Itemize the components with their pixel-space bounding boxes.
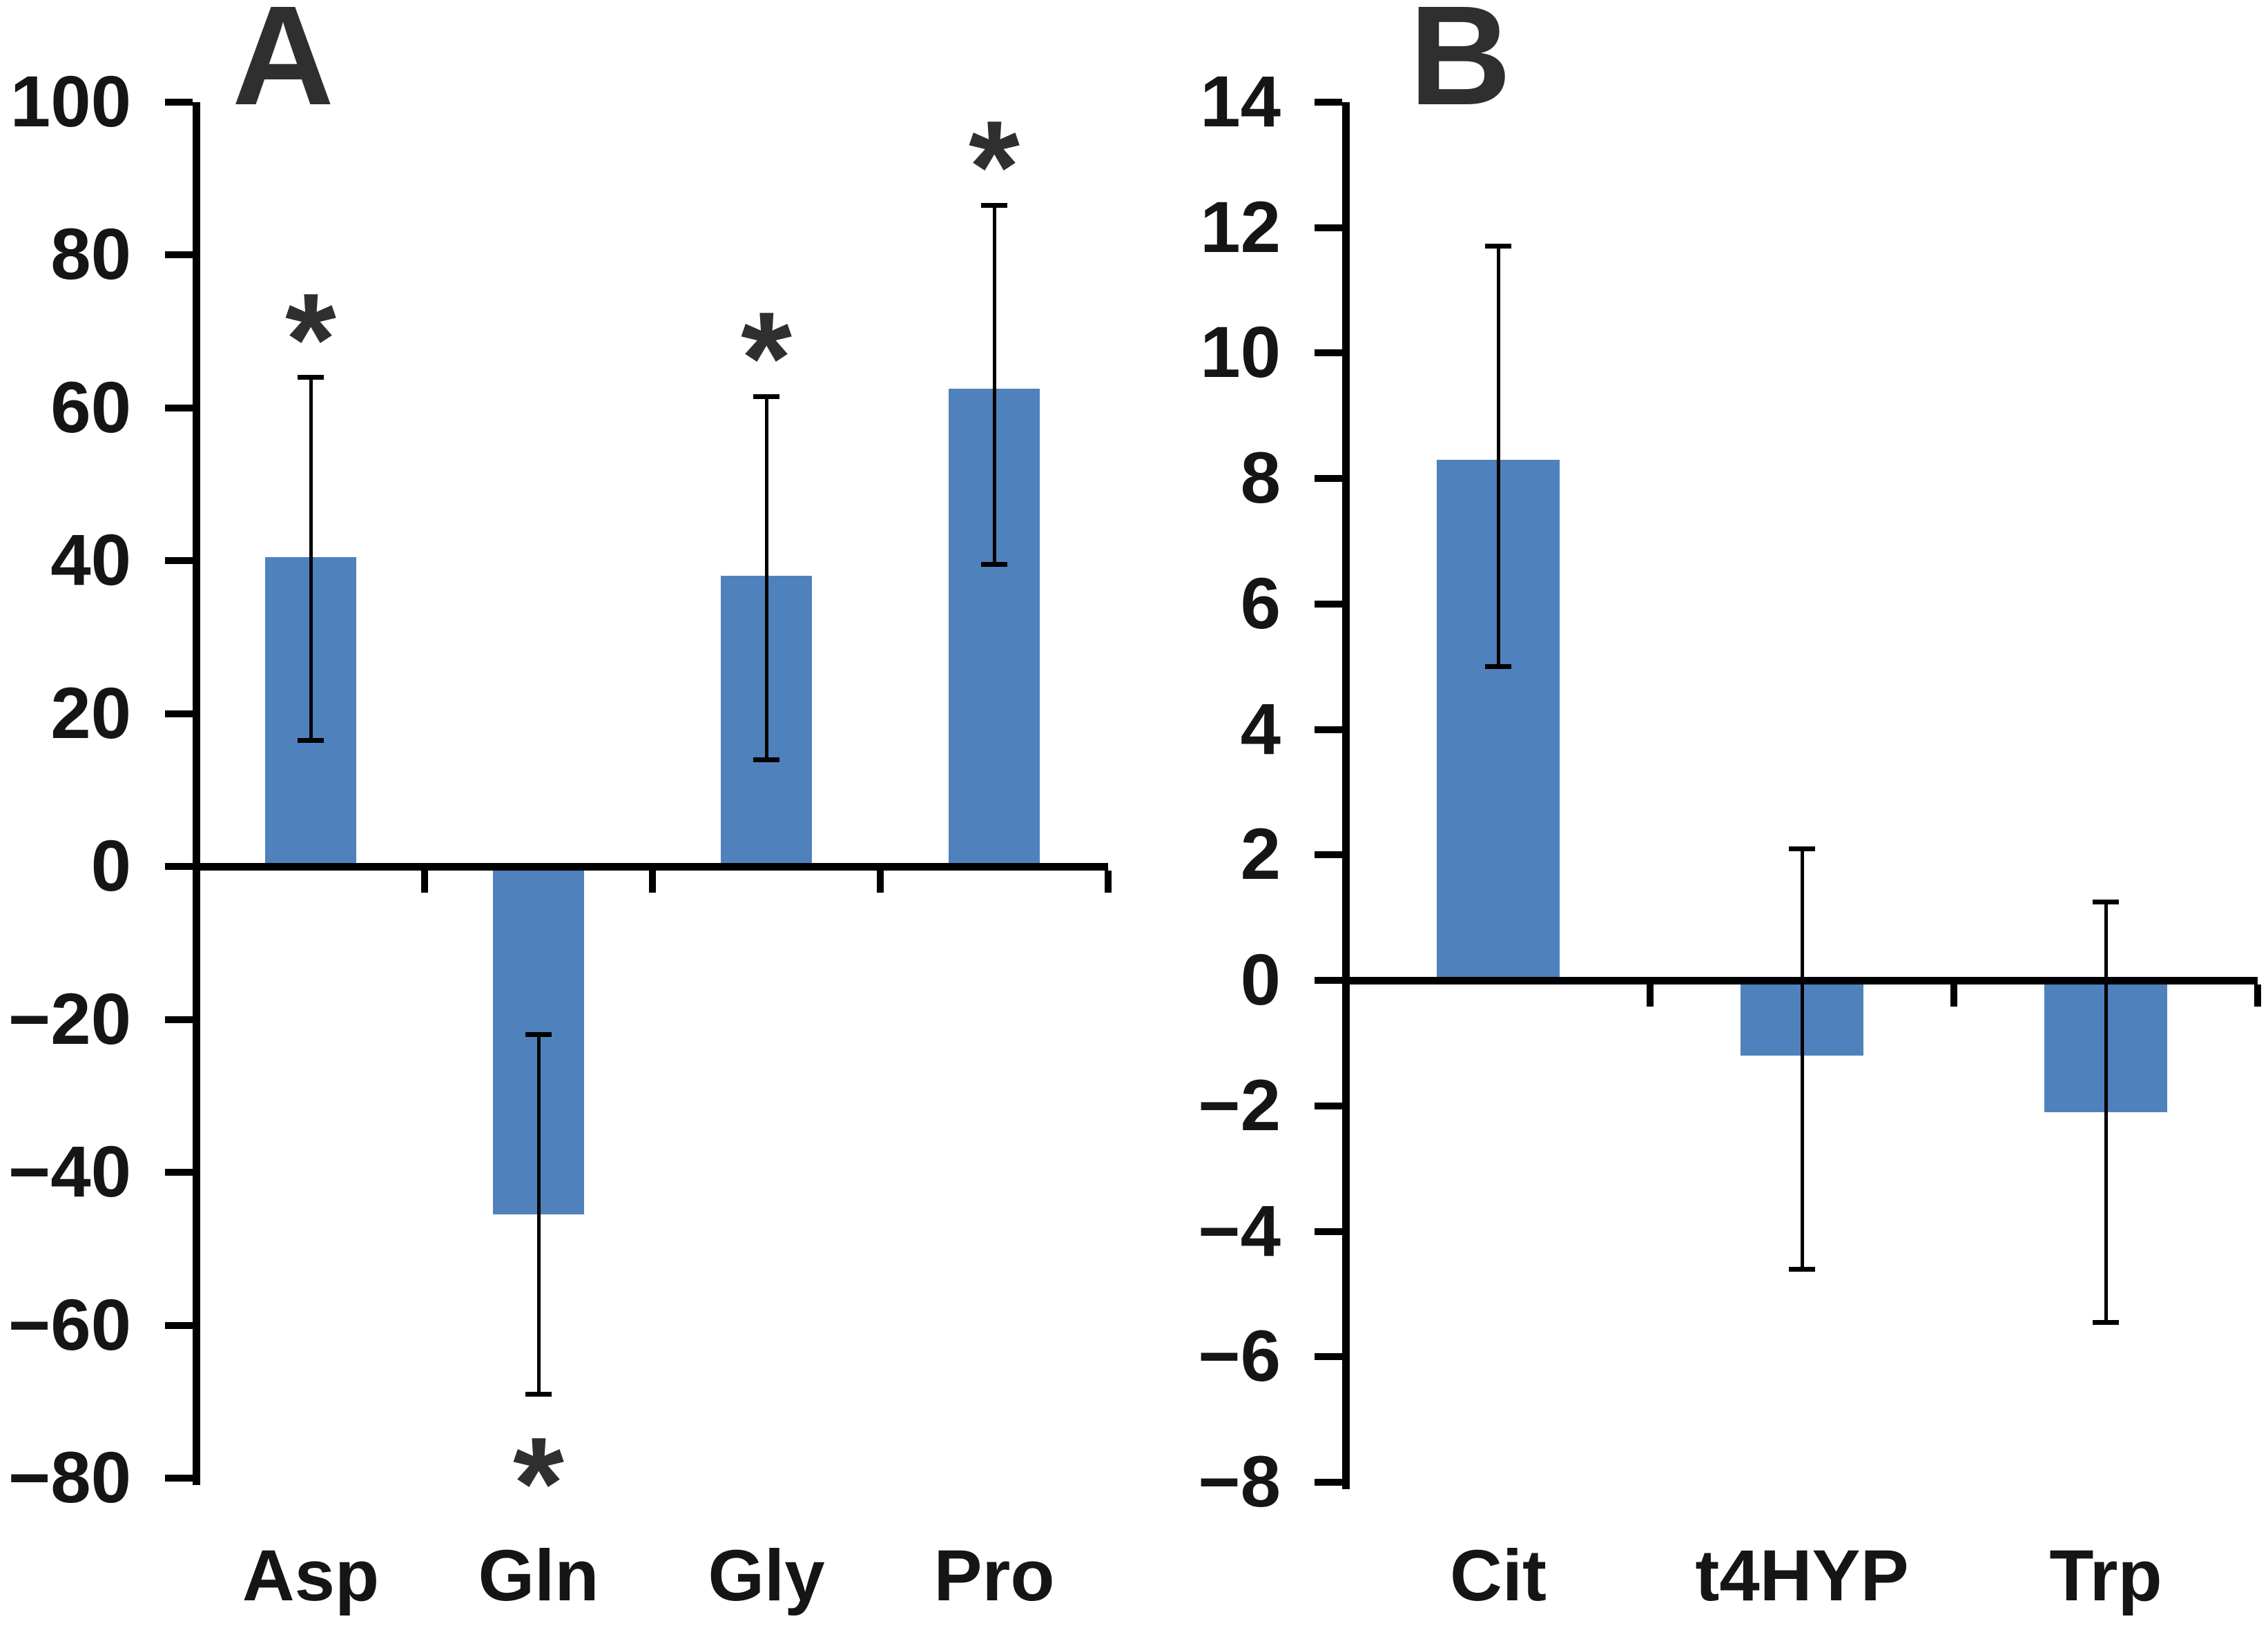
y-tick-label: 20 [50,672,131,754]
y-tick-label: 10 [1200,312,1281,394]
category-boundary-tick [421,870,428,893]
y-tick-label: −8 [1198,1442,1281,1522]
error-bar-cap [525,1032,552,1038]
y-tick [1315,1102,1342,1109]
y-tick-label: 12 [1200,186,1281,268]
y-tick-label: 2 [1240,814,1281,895]
y-axis-line [1342,102,1350,1489]
category-boundary-tick [1105,870,1112,893]
y-tick [165,404,193,411]
y-tick-label: 0 [1240,940,1281,1021]
y-tick [165,99,193,106]
y-tick [165,1475,193,1482]
y-tick [1315,1228,1342,1235]
category-label-Gln: Gln [478,1535,599,1616]
significance-asterisk: * [741,285,792,432]
error-bar-cap [1789,846,1815,851]
category-boundary-tick [1647,984,1654,1007]
panel-b-title: B [1408,0,1512,135]
y-tick [1315,99,1342,106]
y-tick-label: 80 [50,214,131,295]
error-bar-Cit [1496,246,1500,667]
category-boundary-tick [877,870,884,893]
y-tick [165,251,193,259]
y-tick [165,710,193,717]
y-tick-label: −4 [1198,1190,1281,1272]
y-tick [1315,977,1342,984]
category-label-Pro: Pro [933,1535,1055,1616]
y-tick-label: 60 [50,367,131,448]
y-tick-label: −80 [8,1437,131,1518]
y-tick [165,1016,193,1023]
y-tick-label: −2 [1198,1065,1281,1146]
y-axis-line [193,102,200,1485]
y-tick-label: 6 [1240,563,1281,644]
category-boundary-tick [1950,984,1957,1007]
y-tick [1315,1479,1342,1486]
category-label-Trp: Trp [2049,1535,2162,1616]
error-bar-cap [1485,244,1511,249]
error-bar-cap [2093,900,2119,904]
y-tick [1315,726,1342,733]
category-label-Cit: Cit [1450,1535,1547,1616]
error-bar-cap [2093,1319,2119,1325]
y-tick [1315,851,1342,859]
error-bar-cap [981,202,1007,208]
error-bar-Gln [536,1034,541,1395]
y-tick-label: 4 [1240,688,1281,770]
panel-a-title: A [231,0,335,135]
error-bar-cap [525,1391,552,1397]
y-tick [165,557,193,565]
error-bar-Asp [309,377,313,741]
error-bar-cap [298,738,324,744]
y-tick [1315,1353,1342,1361]
error-bar-cap [298,375,324,380]
error-bar-Trp [2104,902,2108,1323]
y-tick [165,863,193,871]
y-tick [165,1321,193,1329]
category-label-t4HYP: t4HYP [1695,1535,1909,1616]
significance-asterisk: * [285,266,336,413]
y-tick [1315,475,1342,483]
y-tick [1315,224,1342,231]
error-bar-Gly [764,396,768,760]
error-bar-t4HYP [1800,848,1804,1270]
y-tick [1315,600,1342,608]
y-tick [1315,349,1342,357]
significance-asterisk: * [513,1410,564,1558]
x-axis-zero-line [197,862,1108,871]
y-tick-label: 100 [10,61,131,142]
y-tick [165,1169,193,1176]
y-tick-label: 40 [50,520,131,601]
category-boundary-tick [2254,984,2261,1007]
y-tick-label: 14 [1200,61,1281,142]
error-bar-Pro [992,205,996,565]
category-boundary-tick [649,870,656,893]
y-tick-label: 8 [1240,438,1281,519]
error-bar-cap [753,757,779,762]
y-tick-label: −60 [8,1284,131,1366]
significance-asterisk: * [969,94,1020,241]
error-bar-cap [753,394,779,399]
error-bar-cap [981,562,1007,567]
y-tick-label: 0 [90,826,131,907]
y-tick-label: −40 [8,1132,131,1213]
error-bar-cap [1789,1266,1815,1272]
y-tick-label: −6 [1198,1316,1281,1397]
category-label-Asp: Asp [242,1535,380,1616]
category-label-Gly: Gly [708,1535,825,1616]
y-tick-label: −20 [8,978,131,1060]
error-bar-cap [1485,664,1511,670]
